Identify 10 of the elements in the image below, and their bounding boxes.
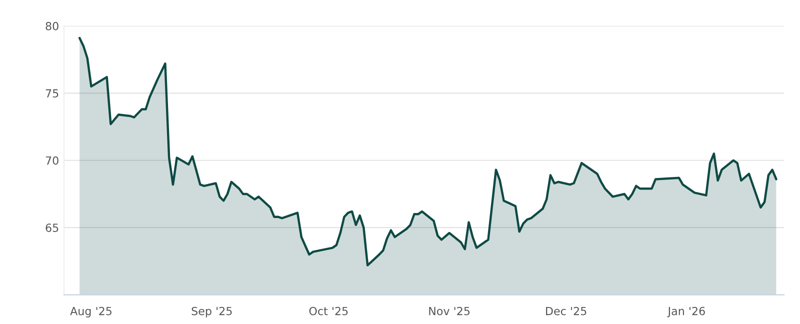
x-tick-label: Aug '25: [70, 306, 112, 318]
y-tick-label: 80: [46, 22, 58, 30]
y-tick-label: 70: [46, 156, 58, 165]
x-tick-label: Jan '26: [667, 306, 705, 318]
x-tick-label: Oct '25: [309, 306, 348, 316]
x-tick-label: Dec '25: [546, 306, 586, 316]
x-tick-label: Nov '25: [429, 306, 470, 316]
y-tick-label: 75: [46, 89, 58, 98]
x-tick-label: Sep '25: [192, 306, 232, 318]
y-tick-label: 65: [46, 224, 58, 232]
